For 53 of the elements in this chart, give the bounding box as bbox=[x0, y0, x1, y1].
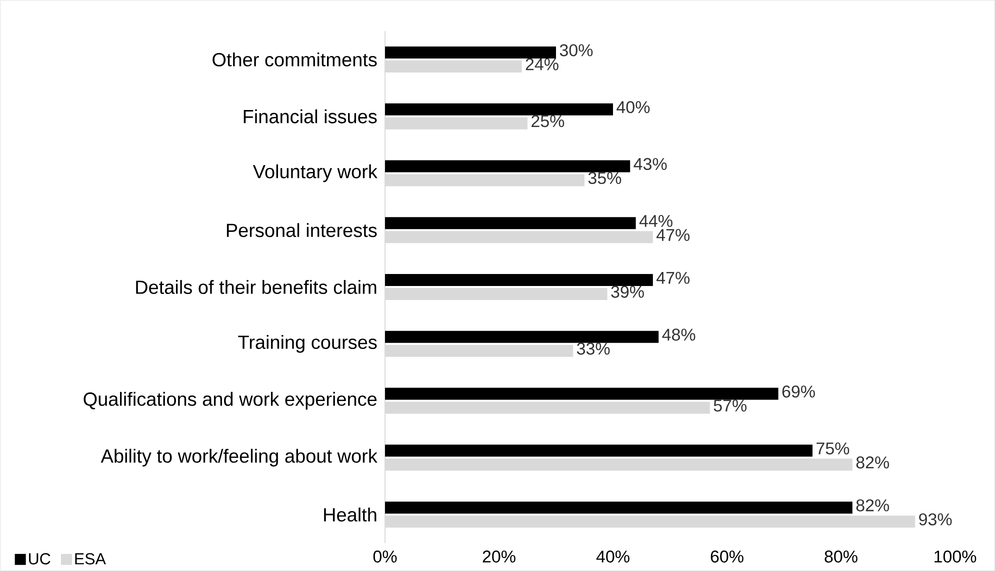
y-tick-label: Other commitments bbox=[212, 52, 377, 66]
bar bbox=[385, 458, 852, 471]
bar bbox=[385, 388, 778, 400]
data-label: 24% bbox=[526, 58, 558, 70]
y-tick-label: Voluntary work bbox=[252, 164, 378, 182]
data-label: 43% bbox=[634, 158, 667, 170]
bar bbox=[385, 217, 636, 230]
bar bbox=[385, 231, 653, 244]
data-label: 47% bbox=[656, 272, 690, 284]
bar bbox=[385, 117, 528, 130]
bar bbox=[385, 60, 522, 72]
data-label: 35% bbox=[588, 172, 622, 184]
bar bbox=[385, 288, 608, 300]
y-tick-label: Health bbox=[324, 508, 376, 522]
data-label: 82% bbox=[856, 499, 890, 512]
bar bbox=[385, 103, 614, 116]
bar bbox=[385, 274, 653, 286]
data-label: 69% bbox=[782, 386, 815, 398]
bar bbox=[385, 174, 585, 186]
x-tick-label: 40% bbox=[596, 550, 630, 563]
data-label: 57% bbox=[714, 400, 747, 412]
y-tick-label: Personal interests bbox=[226, 223, 377, 238]
y-tick-label: Financial issues bbox=[244, 109, 377, 124]
y-tick-label: Ability to work/feeling about work bbox=[100, 448, 378, 467]
y-tick-label: Training courses bbox=[238, 335, 377, 353]
data-label: 47% bbox=[656, 229, 690, 241]
data-label: 44% bbox=[639, 215, 672, 227]
y-tick-label: Details of their benefits claim bbox=[136, 280, 376, 294]
y-tick-label: Qualifications and work experience bbox=[84, 392, 377, 410]
bar bbox=[385, 344, 574, 357]
bar bbox=[385, 160, 630, 172]
x-tick-label: 0% bbox=[373, 550, 397, 563]
data-label: 30% bbox=[560, 44, 593, 56]
data-label: 25% bbox=[532, 115, 564, 128]
legend-label: UC bbox=[29, 553, 50, 564]
legend-label: ESA bbox=[75, 553, 106, 564]
data-label: 33% bbox=[576, 342, 610, 355]
x-tick-label: 100% bbox=[934, 550, 976, 563]
bar bbox=[385, 330, 659, 343]
data-label: 75% bbox=[816, 442, 850, 454]
data-label: 93% bbox=[919, 513, 952, 526]
data-label: 39% bbox=[611, 286, 644, 298]
x-tick-label: 60% bbox=[710, 550, 744, 563]
data-label: 48% bbox=[662, 328, 696, 341]
bar bbox=[385, 502, 852, 514]
bar bbox=[385, 516, 916, 528]
data-label: 40% bbox=[616, 101, 650, 114]
bar bbox=[385, 46, 556, 58]
bar bbox=[385, 444, 813, 457]
bar bbox=[385, 402, 710, 414]
x-tick-label: 20% bbox=[482, 550, 516, 563]
data-label: 82% bbox=[856, 456, 890, 468]
x-tick-label: 80% bbox=[824, 550, 858, 563]
